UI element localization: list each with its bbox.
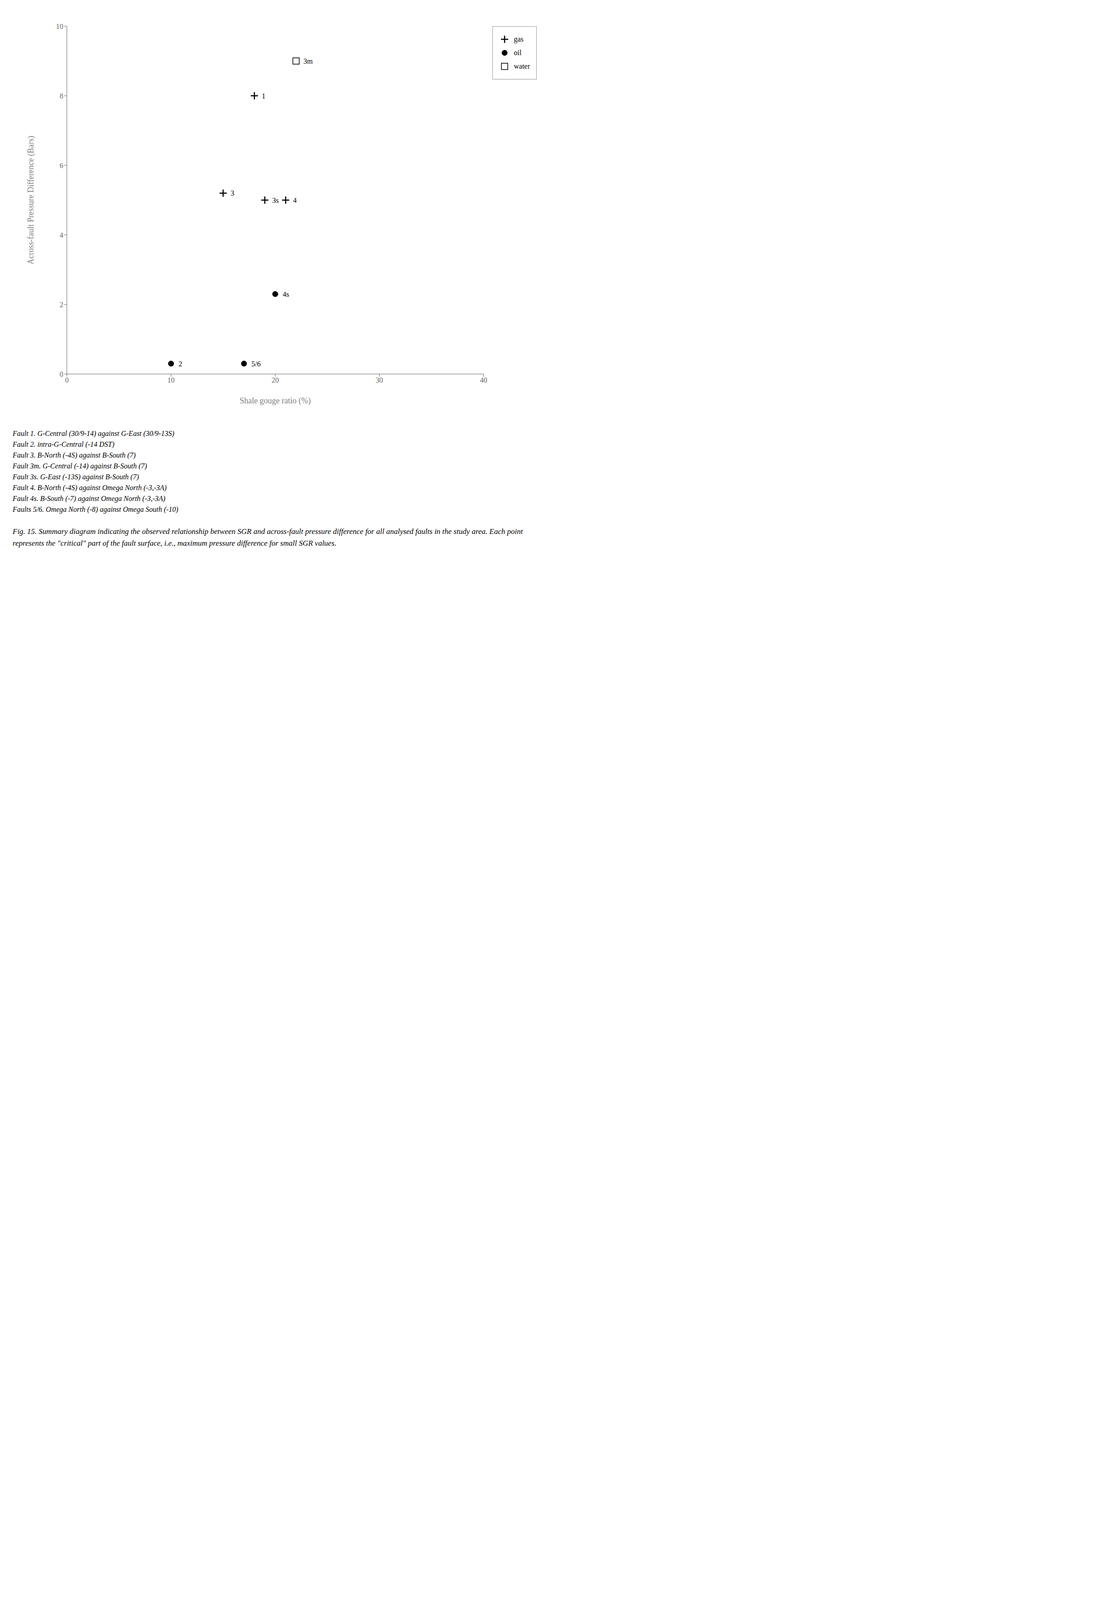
svg-text:0: 0: [59, 370, 64, 379]
svg-text:0: 0: [65, 376, 69, 384]
html-text:Fault 4. B-North (-4S) against: Fault 4. B-North (-4S) against Omega Nor…: [12, 483, 167, 492]
html-text:Fault 2. intra-G-Central (-14: Fault 2. intra-G-Central (-14 DST): [12, 440, 115, 449]
svg-text:2: 2: [178, 360, 183, 368]
svg-text:3m: 3m: [303, 57, 314, 66]
html-text:Fault 1. G-Central (30/9-14) a: Fault 1. G-Central (30/9-14) against G-E…: [12, 429, 175, 438]
svg-text:8: 8: [59, 92, 64, 100]
svg-text:5/6: 5/6: [251, 360, 261, 368]
svg-text:10: 10: [56, 22, 64, 31]
html-text:Fault 4s. B-South (-7) against: Fault 4s. B-South (-7) against Omega Nor…: [12, 494, 166, 503]
svg-text:2: 2: [59, 300, 64, 309]
html-text:Fault 3m. G-Central (-14) agai: Fault 3m. G-Central (-14) against B-Sout…: [12, 462, 147, 470]
svg-text:Across-fault Pressure Differen: Across-fault Pressure Difference (Bars): [26, 135, 36, 265]
html-text:Fault 3. B-North (-4S) against: Fault 3. B-North (-4S) against B-South (…: [12, 451, 136, 459]
svg-text:4: 4: [59, 231, 64, 239]
html-text:Faults 5/6. Omega North (-8) a: Faults 5/6. Omega North (-8) against Ome…: [12, 505, 179, 514]
svg-text:4s: 4s: [282, 290, 290, 299]
html-text:Fault 3s. G-East (-13S) agains: Fault 3s. G-East (-13S) against B-South …: [12, 472, 139, 481]
html-text:gas: gas: [513, 35, 524, 43]
html-text:oil: oil: [513, 48, 522, 57]
svg-text:Shale gouge ratio (%): Shale gouge ratio (%): [239, 396, 311, 406]
svg-text:10: 10: [167, 376, 175, 384]
html-text:water: water: [513, 62, 530, 71]
html-text:Fig. 15. Summary diagram indic: Fig. 15. Summary diagram indicating the …: [12, 527, 523, 548]
svg-text:4: 4: [293, 196, 297, 205]
svg-text:1: 1: [262, 92, 266, 100]
svg-text:30: 30: [375, 376, 384, 384]
svg-text:20: 20: [271, 376, 279, 384]
svg-text:3s: 3s: [272, 196, 279, 205]
svg-text:40: 40: [479, 376, 487, 384]
svg-text:6: 6: [59, 161, 64, 170]
svg-text:3: 3: [230, 189, 235, 197]
